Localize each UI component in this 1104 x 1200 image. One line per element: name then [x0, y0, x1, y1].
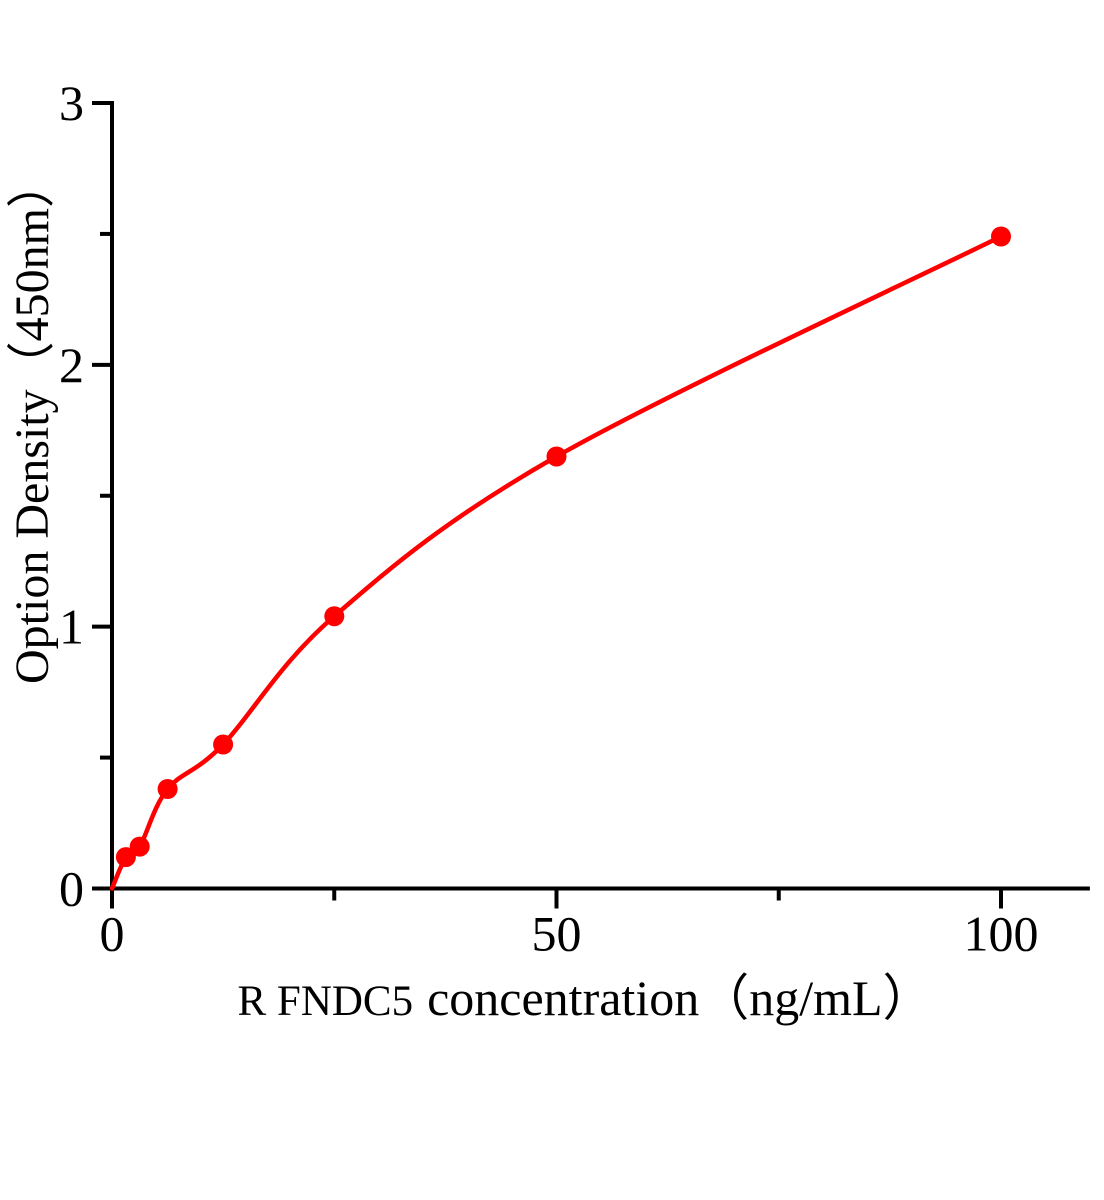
y-tick-label: 3	[59, 75, 84, 131]
x-axis-title-unit: concentration（ng/mL）	[427, 970, 933, 1026]
y-tick-label: 0	[59, 861, 84, 917]
axes	[110, 101, 1090, 891]
data-point	[129, 836, 150, 857]
data-point	[546, 446, 567, 467]
x-tick-label: 0	[100, 906, 125, 962]
tick-labels: 0 50 100 0 1 2 3	[59, 75, 1039, 962]
y-tick-label: 1	[59, 599, 84, 655]
x-tick-label: 50	[532, 906, 582, 962]
data-point	[991, 226, 1011, 247]
x-axis-title: R FNDC5 concentration（ng/mL）	[185, 958, 985, 1030]
data-series	[109, 226, 1011, 891]
axis-spines	[110, 101, 1090, 891]
fit-curve	[109, 234, 1004, 891]
y-axis-title: Option Density（450nm）	[6, 160, 59, 684]
x-tick-label: 100	[964, 906, 1039, 962]
y-tick-label: 2	[59, 337, 84, 393]
data-point	[213, 734, 234, 755]
axis-ticks	[92, 101, 1003, 909]
x-axis-title-analyte: R FNDC5	[237, 978, 414, 1025]
data-point	[115, 847, 136, 868]
data-point	[157, 779, 178, 799]
data-point	[324, 606, 345, 627]
